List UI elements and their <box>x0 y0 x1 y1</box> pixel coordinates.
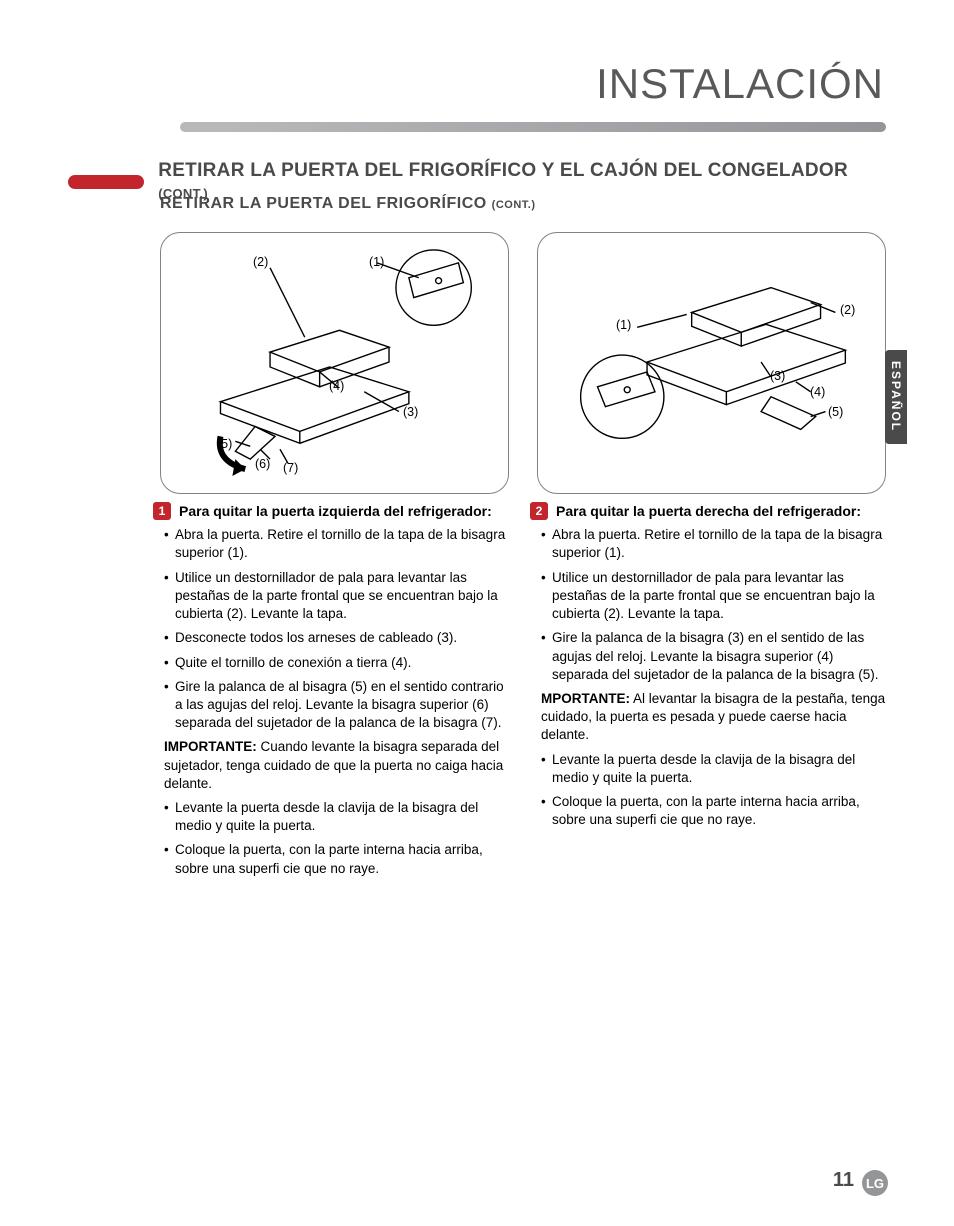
left-bullet: Utilice un destornillador de pala para l… <box>164 569 509 624</box>
subsection-cont: (CONT.) <box>492 199 536 211</box>
language-tab: ESPAÑOL <box>885 350 907 444</box>
callout-r1: (1) <box>616 318 631 332</box>
language-tab-label: ESPAÑOL <box>889 361 903 432</box>
right-important: MPORTANTE: Al levantar la bisagra de la … <box>541 690 886 745</box>
right-column: (1) (2) (3) (4) (5) 2 Para quitar la pue… <box>537 232 886 884</box>
left-column: (1) (2) (3) (4) (5) (6) (7) 1 Para quita… <box>160 232 509 884</box>
callout-3: (3) <box>403 405 418 419</box>
callout-r5: (5) <box>828 405 843 419</box>
subsection-title: RETIRAR LA PUERTA DEL FRIGORÍFICO (CONT.… <box>160 195 536 213</box>
lg-logo-text: LG <box>866 1176 884 1191</box>
left-bullets-a: Abra la puerta. Retire el tornillo de la… <box>160 526 509 732</box>
lg-logo: LG <box>862 1170 888 1196</box>
left-step-title: Para quitar la puerta izquierda del refr… <box>179 502 492 520</box>
right-step-title: Para quitar la puerta derecha del refrig… <box>556 502 861 520</box>
left-bullet: Gire la palanca de al bisagra (5) en el … <box>164 678 509 733</box>
left-bullet: Levante la puerta desde la clavija de la… <box>164 799 509 835</box>
right-step-header: 2 Para quitar la puerta derecha del refr… <box>537 502 886 520</box>
right-diagram: (1) (2) (3) (4) (5) <box>537 232 886 494</box>
section-pill <box>68 175 144 189</box>
left-bullet: Abra la puerta. Retire el tornillo de la… <box>164 526 509 562</box>
important-label: MPORTANTE: <box>541 691 630 706</box>
callout-2: (2) <box>253 255 268 269</box>
right-bullet: Coloque la puerta, con la parte interna … <box>541 793 886 829</box>
rule-bar <box>192 122 886 132</box>
left-diagram: (1) (2) (3) (4) (5) (6) (7) <box>160 232 509 494</box>
callout-5: (5) <box>217 437 232 451</box>
left-bullet: Desconecte todos los arneses de cableado… <box>164 629 509 647</box>
step-num-2: 2 <box>530 502 548 520</box>
right-bullet: Abra la puerta. Retire el tornillo de la… <box>541 526 886 562</box>
content-columns: (1) (2) (3) (4) (5) (6) (7) 1 Para quita… <box>160 232 886 884</box>
callout-4: (4) <box>329 379 344 393</box>
page-number: 11 <box>833 1169 854 1192</box>
right-bullet: Levante la puerta desde la clavija de la… <box>541 751 886 787</box>
right-bullets-b: Levante la puerta desde la clavija de la… <box>537 751 886 830</box>
callout-1: (1) <box>369 255 384 269</box>
right-bullets-a: Abra la puerta. Retire el tornillo de la… <box>537 526 886 684</box>
page-title: INSTALACIÓN <box>596 60 884 108</box>
callout-7: (7) <box>283 461 298 475</box>
section-title-text: RETIRAR LA PUERTA DEL FRIGORÍFICO Y EL C… <box>158 160 848 181</box>
left-important: IMPORTANTE: Cuando levante la bisagra se… <box>164 738 509 793</box>
important-label: IMPORTANTE: <box>164 739 257 754</box>
callout-r4: (4) <box>810 385 825 399</box>
step-num-1: 1 <box>153 502 171 520</box>
right-bullet: Utilice un destornillador de pala para l… <box>541 569 886 624</box>
left-step-header: 1 Para quitar la puerta izquierda del re… <box>160 502 509 520</box>
left-bullet: Coloque la puerta, con la parte interna … <box>164 841 509 877</box>
right-bullet: Gire la palanca de la bisagra (3) en el … <box>541 629 886 684</box>
callout-r3: (3) <box>770 369 785 383</box>
callout-6: (6) <box>255 457 270 471</box>
left-bullets-b: Levante la puerta desde la clavija de la… <box>160 799 509 878</box>
subsection-text: RETIRAR LA PUERTA DEL FRIGORÍFICO <box>160 195 487 212</box>
left-bullet: Quite el tornillo de conexión a tierra (… <box>164 654 509 672</box>
callout-r2: (2) <box>840 303 855 317</box>
